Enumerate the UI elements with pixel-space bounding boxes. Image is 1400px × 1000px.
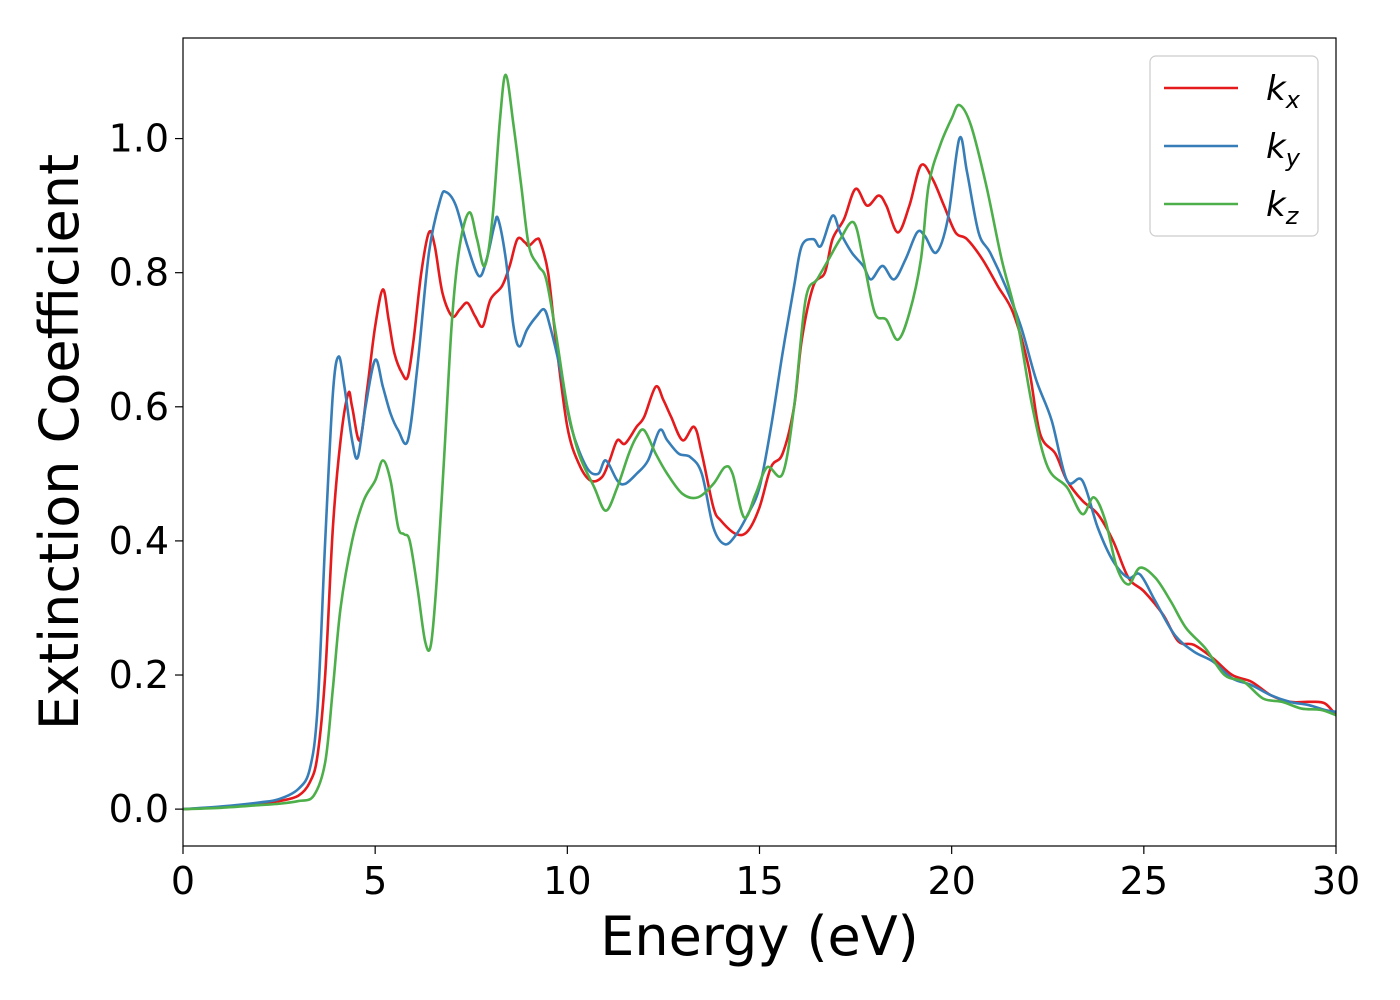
series-line-z: [183, 73, 1336, 811]
x-tick-label: 30: [1312, 859, 1360, 903]
y-tick-label: 0.6: [109, 385, 169, 429]
series-line-y: [183, 135, 1336, 811]
x-tick-label: 10: [543, 859, 591, 903]
x-tick-label: 15: [735, 859, 783, 903]
x-tick-label: 25: [1120, 859, 1168, 903]
y-tick-label: 0.8: [109, 251, 169, 295]
x-tick-label: 5: [363, 859, 387, 903]
y-axis: 0.0 0.2 0.4 0.6 0.8 1.0: [109, 117, 183, 831]
series-line-x: [183, 163, 1336, 811]
x-axis: 0 5 10 15 20 25 30: [171, 846, 1360, 903]
plot-area: [183, 73, 1336, 811]
x-tick-label: 20: [927, 859, 975, 903]
x-tick-label: 0: [171, 859, 195, 903]
y-tick-label: 0.0: [109, 787, 169, 831]
y-tick-label: 0.4: [109, 519, 169, 563]
y-tick-label: 0.2: [109, 653, 169, 697]
x-axis-label: Energy (eV): [600, 905, 919, 968]
y-tick-label: 1.0: [109, 117, 169, 161]
y-axis-label: Extinction Coefficient: [28, 154, 91, 730]
